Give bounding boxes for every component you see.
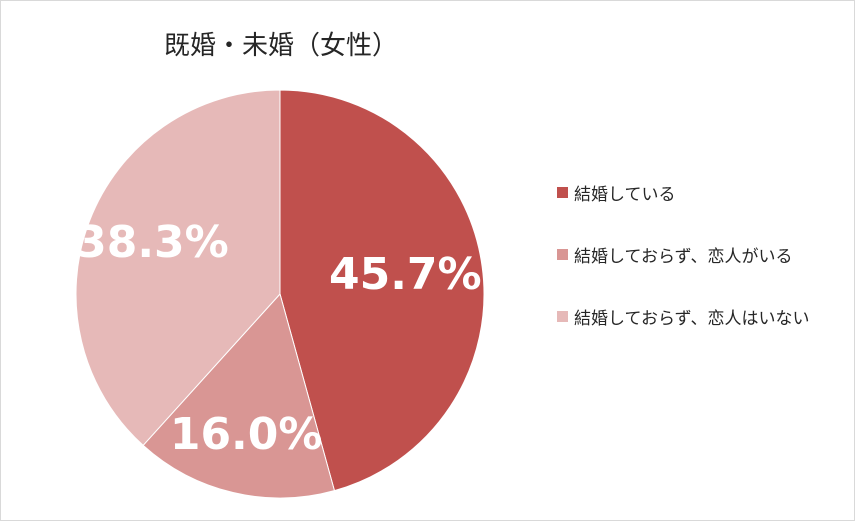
legend: 結婚している 結婚しておらず、恋人がいる 結婚しておらず、恋人はいない <box>557 177 809 363</box>
legend-swatch-unmarried-with-partner <box>557 248 568 260</box>
chart-title: 既婚・未婚（女性） <box>163 31 398 61</box>
legend-item-unmarried-no-partner: 結婚しておらず、恋人はいない <box>557 301 809 331</box>
legend-label-unmarried-with-partner: 結婚しておらず、恋人がいる <box>574 246 793 267</box>
legend-label-married: 結婚している <box>574 184 676 205</box>
legend-swatch-married <box>557 186 568 198</box>
data-label-unmarried-no-partner: 38.3% <box>76 217 229 268</box>
data-label-unmarried-with-partner: 16.0% <box>170 409 323 460</box>
pie-slice-married <box>279 89 485 492</box>
legend-item-unmarried-with-partner: 結婚しておらず、恋人がいる <box>557 239 809 269</box>
pie-chart: 45.7% 16.0% 38.3% <box>75 89 485 499</box>
legend-item-married: 結婚している <box>557 177 809 207</box>
pie-slice-unmarried-with-partner <box>142 292 336 499</box>
pie-slice-unmarried-no-partner <box>75 89 281 447</box>
legend-swatch-unmarried-no-partner <box>557 310 568 322</box>
data-label-married: 45.7% <box>329 249 482 300</box>
legend-label-unmarried-no-partner: 結婚しておらず、恋人はいない <box>574 308 810 329</box>
